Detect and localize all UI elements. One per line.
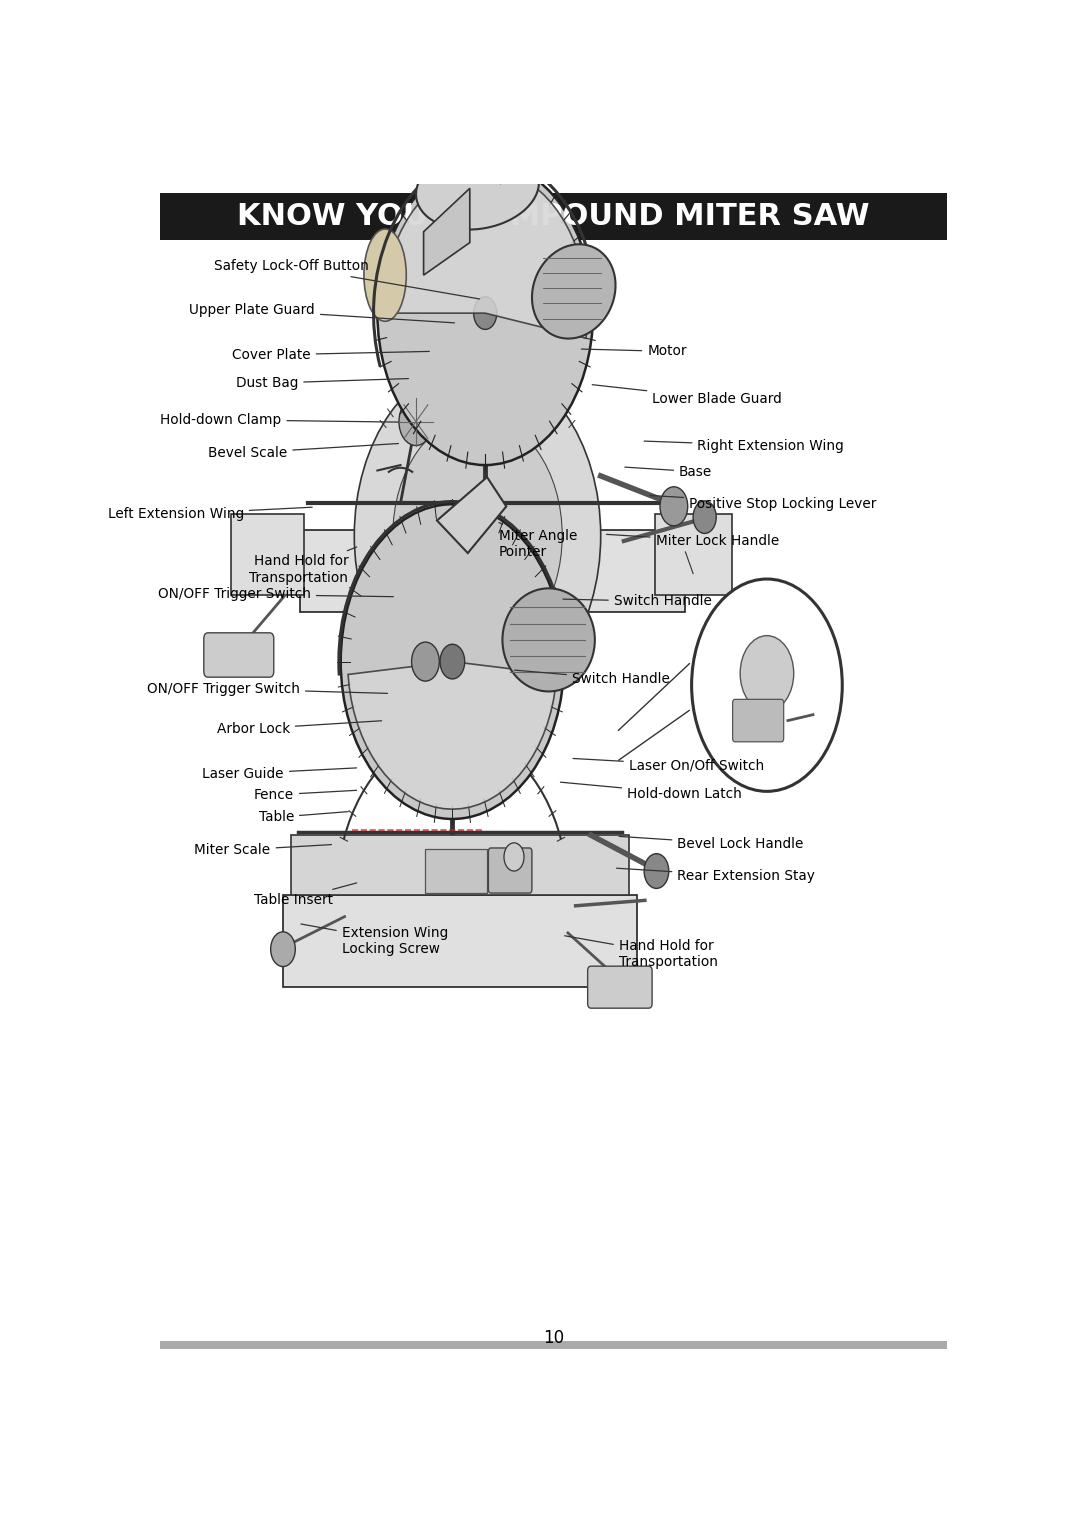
Text: Switch Handle: Switch Handle: [514, 669, 670, 686]
Circle shape: [377, 161, 593, 466]
Ellipse shape: [364, 228, 406, 322]
Polygon shape: [300, 530, 686, 611]
Text: Rear Extension Stay: Rear Extension Stay: [617, 869, 815, 884]
Text: Arbor Lock: Arbor Lock: [217, 720, 381, 735]
Circle shape: [504, 843, 524, 872]
Polygon shape: [477, 107, 536, 182]
Text: 10: 10: [543, 1328, 564, 1347]
Text: Hold-down Latch: Hold-down Latch: [561, 783, 742, 801]
Text: Bevel Scale: Bevel Scale: [208, 444, 399, 460]
Text: Fence: Fence: [254, 787, 356, 801]
Polygon shape: [437, 476, 507, 553]
Circle shape: [399, 398, 433, 446]
Circle shape: [340, 504, 564, 820]
FancyBboxPatch shape: [588, 967, 652, 1008]
Text: Miter Angle
Pointer: Miter Angle Pointer: [499, 522, 578, 559]
Text: Lower Blade Guard: Lower Blade Guard: [592, 385, 782, 406]
Circle shape: [740, 636, 794, 711]
Text: Cover Plate: Cover Plate: [232, 348, 430, 362]
Text: Miter Lock Handle: Miter Lock Handle: [607, 535, 779, 548]
FancyBboxPatch shape: [160, 1340, 947, 1350]
Text: Miter Scale: Miter Scale: [194, 843, 332, 858]
FancyBboxPatch shape: [231, 513, 305, 596]
Polygon shape: [382, 169, 588, 339]
Text: Safety Lock-Off Button: Safety Lock-Off Button: [215, 259, 480, 299]
Ellipse shape: [532, 244, 616, 339]
Ellipse shape: [502, 588, 595, 691]
Text: Table Insert: Table Insert: [255, 882, 356, 907]
Text: Dust Bag: Dust Bag: [235, 377, 408, 391]
Circle shape: [474, 297, 497, 329]
Circle shape: [496, 97, 517, 127]
Ellipse shape: [416, 147, 539, 230]
Text: Laser Guide: Laser Guide: [202, 766, 356, 781]
Circle shape: [440, 645, 464, 679]
Text: Extension Wing
Locking Screw: Extension Wing Locking Screw: [301, 924, 448, 956]
Text: Base: Base: [625, 464, 713, 478]
Text: Switch Handle: Switch Handle: [563, 594, 712, 608]
Circle shape: [354, 362, 600, 709]
Polygon shape: [348, 662, 556, 809]
Polygon shape: [283, 895, 637, 987]
Text: Motor: Motor: [581, 345, 687, 358]
FancyBboxPatch shape: [160, 193, 947, 241]
Circle shape: [691, 579, 842, 792]
Circle shape: [660, 487, 688, 525]
Text: Laser On/Off Switch: Laser On/Off Switch: [573, 758, 764, 772]
Text: KNOW YOUR COMPOUND MITER SAW: KNOW YOUR COMPOUND MITER SAW: [238, 202, 869, 231]
Text: Upper Plate Guard: Upper Plate Guard: [189, 303, 455, 323]
FancyBboxPatch shape: [291, 835, 630, 895]
Text: Hold-down Clamp: Hold-down Clamp: [160, 412, 399, 427]
FancyBboxPatch shape: [426, 849, 487, 893]
FancyBboxPatch shape: [654, 513, 731, 596]
Text: ON/OFF Trigger Switch: ON/OFF Trigger Switch: [147, 682, 388, 696]
Text: Left Extension Wing: Left Extension Wing: [108, 507, 312, 521]
Circle shape: [393, 417, 563, 656]
Circle shape: [644, 853, 669, 889]
Polygon shape: [423, 188, 470, 276]
FancyBboxPatch shape: [488, 849, 532, 893]
Text: ON/OFF Trigger Switch: ON/OFF Trigger Switch: [158, 587, 393, 602]
Text: Right Extension Wing: Right Extension Wing: [644, 438, 845, 453]
FancyBboxPatch shape: [732, 699, 784, 741]
Text: Bevel Lock Handle: Bevel Lock Handle: [619, 836, 804, 852]
Circle shape: [693, 501, 716, 533]
FancyBboxPatch shape: [204, 633, 273, 677]
Text: Hand Hold for
Transportation: Hand Hold for Transportation: [249, 547, 356, 585]
Circle shape: [271, 931, 295, 967]
Text: Hand Hold for
Transportation: Hand Hold for Transportation: [565, 936, 718, 970]
Circle shape: [411, 642, 440, 682]
Text: Table: Table: [258, 810, 348, 824]
Text: Positive Stop Locking Lever: Positive Stop Locking Lever: [650, 495, 877, 510]
